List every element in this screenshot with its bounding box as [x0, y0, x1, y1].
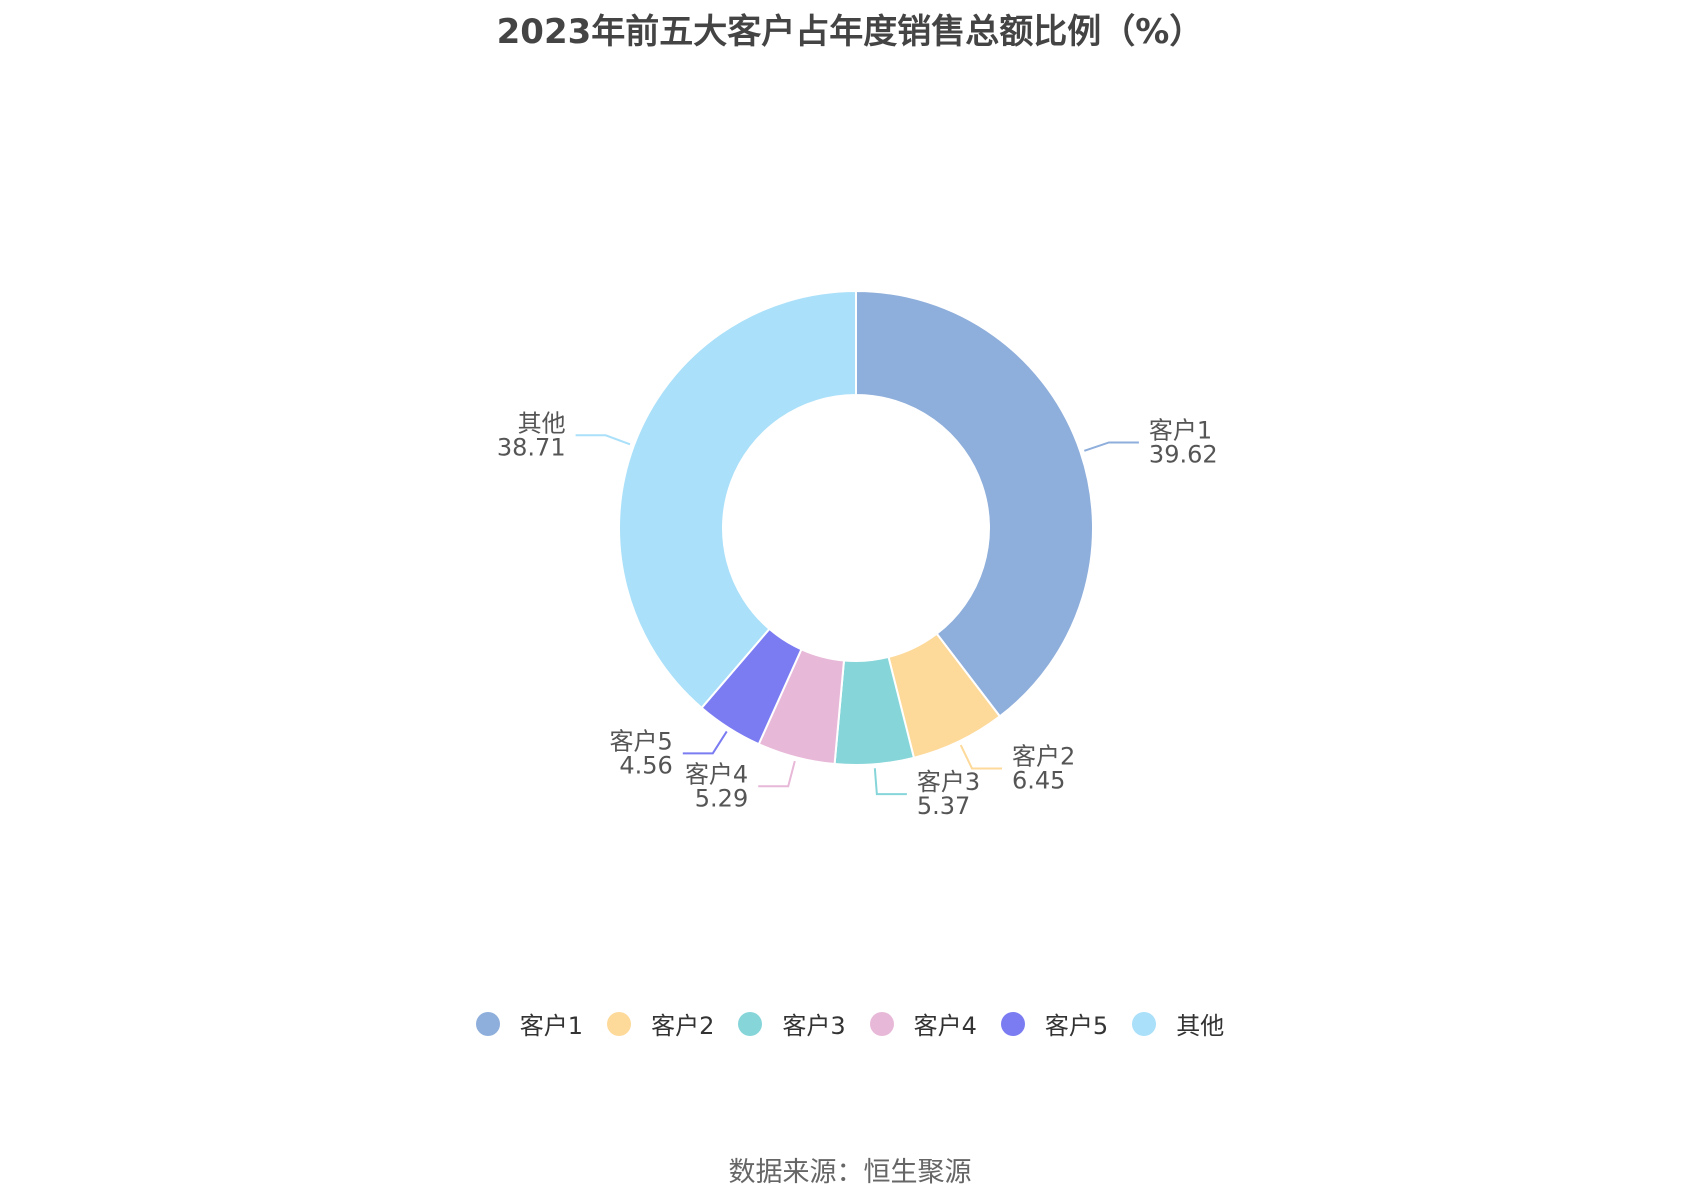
slice-label-name-2: 客户2 — [1012, 742, 1075, 770]
legend-item-1[interactable]: 客户1 — [475, 1006, 584, 1041]
legend-marker-5 — [1000, 1011, 1025, 1036]
slice-label-value-3: 5.37 — [917, 792, 970, 820]
slice-label-value-4: 5.29 — [695, 784, 748, 812]
leader-line-5 — [682, 730, 728, 755]
legend-label-4: 客户4 — [913, 1012, 977, 1040]
slice-1[interactable] — [855, 289, 1095, 718]
legend-label-1: 客户1 — [519, 1012, 584, 1040]
leader-line-6 — [575, 434, 631, 446]
legend: 客户1 客户2 客户3 客户4 客户5 其他 — [0, 1006, 1700, 1041]
leader-line-3 — [873, 768, 907, 796]
legend-item-4[interactable]: 客户4 — [869, 1006, 977, 1041]
slice-label-name-3: 客户3 — [917, 768, 980, 796]
legend-label-3: 客户3 — [782, 1012, 846, 1040]
slice-label-name-6: 其他 — [518, 409, 566, 437]
legend-item-6[interactable]: 其他 — [1132, 1006, 1224, 1041]
legend-marker-2 — [607, 1011, 632, 1036]
legend-marker-1 — [475, 1011, 500, 1036]
legend-label-5: 客户5 — [1044, 1012, 1109, 1040]
legend-marker-4 — [869, 1011, 894, 1036]
source-note: 数据来源：恒生聚源 — [728, 1157, 972, 1188]
slice-6[interactable] — [618, 289, 857, 710]
leader-line-4 — [758, 760, 796, 788]
leader-lines — [575, 434, 1139, 796]
legend-marker-3 — [738, 1011, 763, 1036]
slice-label-name-1: 客户1 — [1149, 416, 1212, 444]
slice-label-name-5: 客户5 — [610, 727, 673, 755]
slice-label-value-1: 39.62 — [1149, 440, 1218, 468]
slice-label-value-2: 6.45 — [1012, 766, 1065, 794]
donut-slices — [618, 289, 1095, 766]
legend-item-3[interactable]: 客户3 — [738, 1006, 846, 1041]
slice-label-value-6: 38.71 — [497, 433, 566, 461]
legend-label-6: 其他 — [1176, 1012, 1225, 1040]
legend-item-2[interactable]: 客户2 — [607, 1006, 714, 1041]
chart-title: 2023年前五大客户占年度销售总额比例（%） — [496, 12, 1204, 52]
slice-label-value-5: 4.56 — [619, 751, 672, 779]
slice-label-name-4: 客户4 — [685, 760, 748, 788]
legend-marker-6 — [1132, 1011, 1157, 1036]
legend-label-2: 客户2 — [651, 1012, 715, 1040]
leader-line-1 — [1083, 441, 1139, 452]
legend-item-5[interactable]: 客户5 — [1000, 1006, 1109, 1041]
leader-line-2 — [959, 744, 1003, 770]
